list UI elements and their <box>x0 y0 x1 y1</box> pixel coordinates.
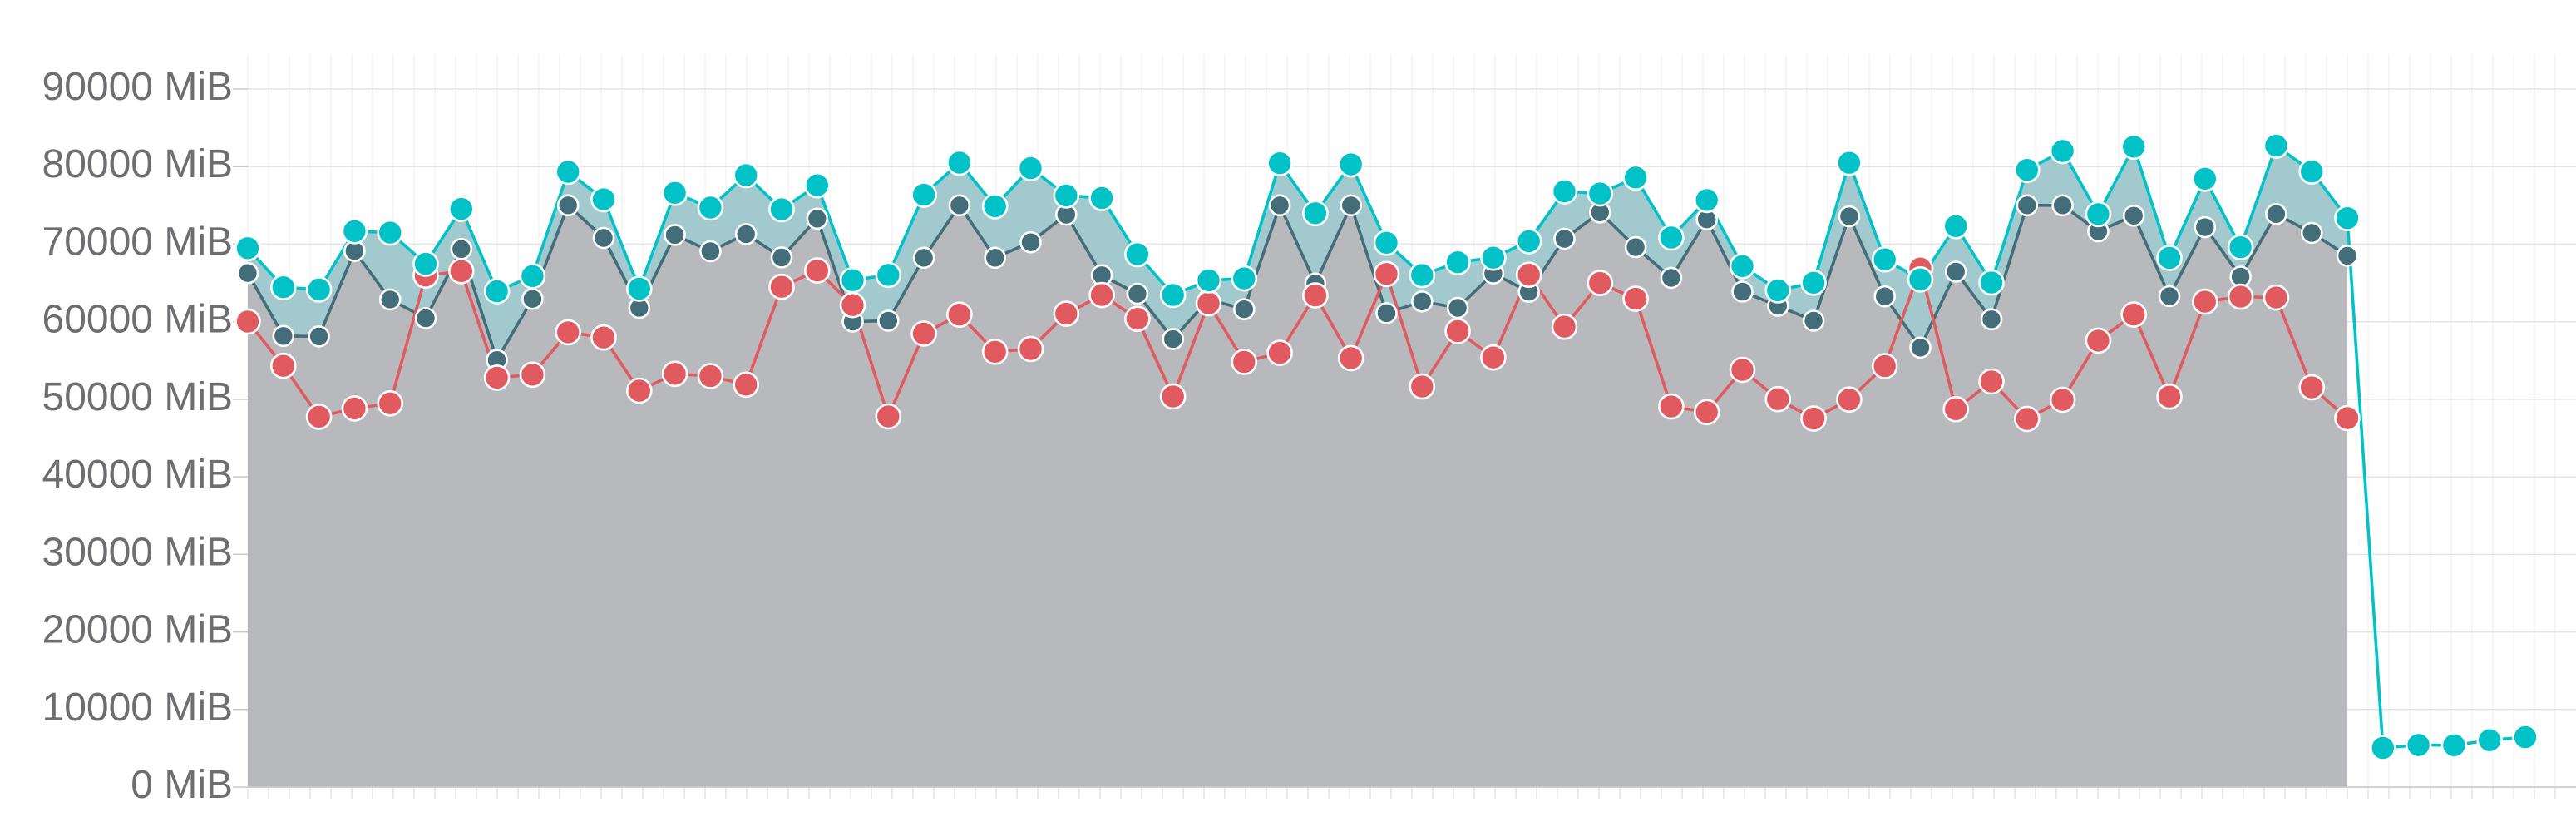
svg-text:60000 MiB: 60000 MiB <box>42 298 233 342</box>
svg-text:50000 MiB: 50000 MiB <box>42 375 233 419</box>
svg-text:80000 MiB: 80000 MiB <box>42 142 233 186</box>
svg-text:0 MiB: 0 MiB <box>131 763 233 807</box>
svg-text:90000 MiB: 90000 MiB <box>42 65 233 109</box>
svg-text:30000 MiB: 30000 MiB <box>42 530 233 574</box>
svg-text:20000 MiB: 20000 MiB <box>42 608 233 652</box>
svg-text:70000 MiB: 70000 MiB <box>42 220 233 264</box>
svg-text:40000 MiB: 40000 MiB <box>42 453 233 497</box>
svg-text:10000 MiB: 10000 MiB <box>42 686 233 730</box>
